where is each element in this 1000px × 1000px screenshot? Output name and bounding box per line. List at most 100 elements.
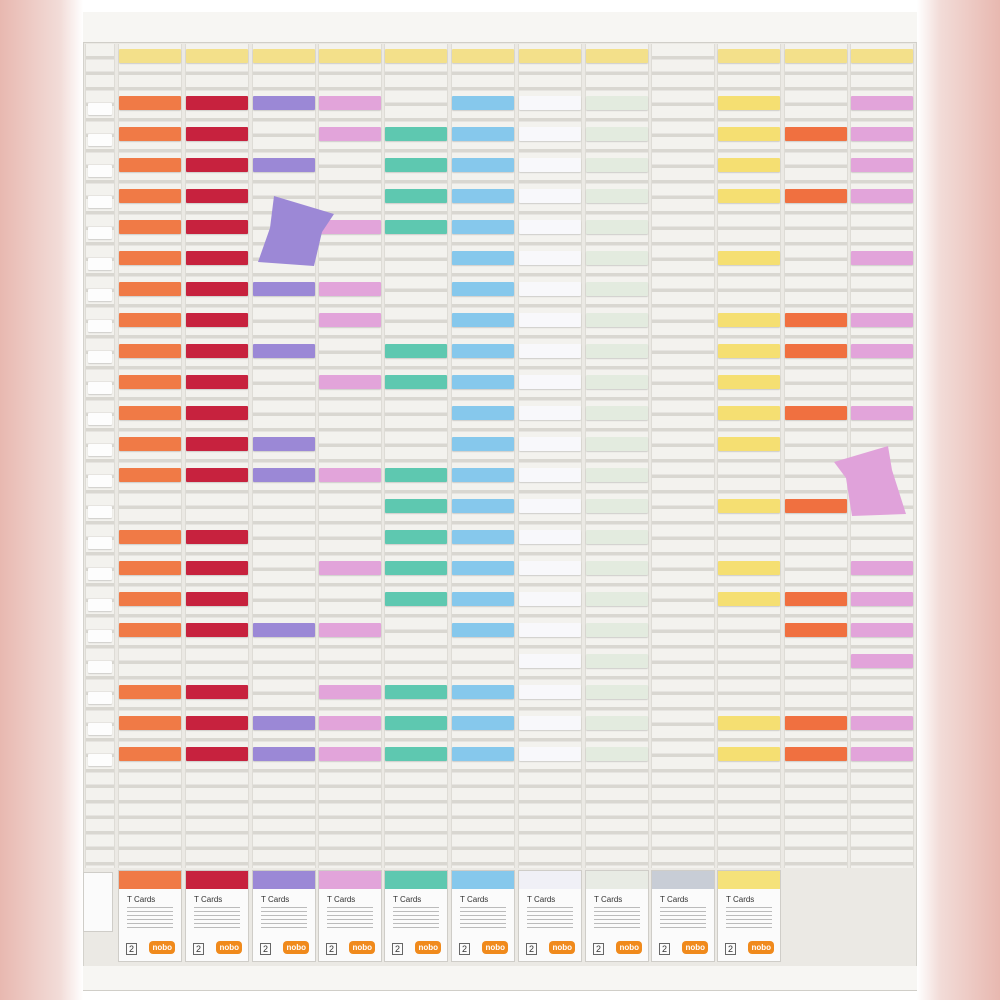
box-title: T Cards — [594, 895, 623, 904]
header-card — [119, 49, 181, 63]
box-text-lines — [393, 907, 439, 929]
t-card — [452, 747, 514, 761]
t-card — [718, 189, 780, 203]
t-card — [385, 499, 447, 513]
t-card — [319, 375, 381, 389]
box-title: T Cards — [261, 895, 290, 904]
t-card — [718, 251, 780, 265]
t-card — [519, 251, 581, 265]
index-tab — [88, 165, 112, 177]
slot-column — [252, 44, 316, 868]
t-card — [519, 468, 581, 482]
t-card — [119, 468, 181, 482]
t-card — [119, 406, 181, 420]
t-card — [186, 220, 248, 234]
box-text-lines — [194, 907, 240, 929]
t-card — [586, 282, 648, 296]
t-card — [119, 437, 181, 451]
t-card — [119, 623, 181, 637]
t-card — [519, 561, 581, 575]
slot-column — [784, 44, 848, 868]
box-brand: nobo — [149, 941, 175, 954]
t-card — [519, 499, 581, 513]
t-card — [186, 96, 248, 110]
header-card — [452, 49, 514, 63]
t-card — [186, 313, 248, 327]
t-card — [519, 685, 581, 699]
t-card — [119, 685, 181, 699]
index-tab — [88, 475, 112, 487]
t-card — [186, 158, 248, 172]
index-tab — [88, 351, 112, 363]
t-card — [452, 375, 514, 389]
t-card — [586, 654, 648, 668]
t-card — [186, 189, 248, 203]
box-text-lines — [594, 907, 640, 929]
t-card — [586, 189, 648, 203]
t-card — [253, 468, 315, 482]
header-card — [186, 49, 248, 63]
t-card — [851, 406, 913, 420]
card-box: T Cards 2 nobo — [651, 870, 715, 962]
card-box: T Cards 2 nobo — [451, 870, 515, 962]
t-card — [519, 344, 581, 358]
t-card — [586, 468, 648, 482]
t-card — [586, 251, 648, 265]
index-tab — [88, 444, 112, 456]
t-card — [851, 189, 913, 203]
small-card-box — [83, 872, 113, 932]
t-card — [519, 282, 581, 296]
box-title: T Cards — [726, 895, 755, 904]
box-text-lines — [327, 907, 373, 929]
t-card — [785, 716, 847, 730]
t-card — [186, 623, 248, 637]
t-card — [586, 96, 648, 110]
t-card — [851, 96, 913, 110]
t-card — [452, 716, 514, 730]
t-card — [785, 623, 847, 637]
t-card — [586, 592, 648, 606]
t-card — [385, 530, 447, 544]
t-card — [519, 96, 581, 110]
box-brand: nobo — [616, 941, 642, 954]
t-card — [186, 375, 248, 389]
t-card — [586, 313, 648, 327]
box-lid — [319, 871, 381, 889]
t-card — [586, 220, 648, 234]
t-card — [319, 220, 381, 234]
t-card — [119, 220, 181, 234]
slot-column — [651, 44, 715, 868]
t-card — [452, 282, 514, 296]
box-number: 2 — [193, 943, 205, 955]
card-box: T Cards 2 nobo — [384, 870, 448, 962]
t-card — [452, 406, 514, 420]
card-box: T Cards 2 nobo — [717, 870, 781, 962]
t-card — [452, 96, 514, 110]
box-lid — [586, 871, 648, 889]
t-card — [519, 747, 581, 761]
t-card — [785, 747, 847, 761]
index-tab — [88, 103, 112, 115]
card-box: T Cards 2 nobo — [518, 870, 582, 962]
t-card — [186, 530, 248, 544]
t-card — [519, 716, 581, 730]
t-card — [519, 189, 581, 203]
t-card — [186, 127, 248, 141]
t-card — [253, 96, 315, 110]
box-text-lines — [660, 907, 706, 929]
t-card — [519, 158, 581, 172]
t-card — [519, 406, 581, 420]
t-card — [119, 251, 181, 265]
t-card — [186, 437, 248, 451]
t-card — [718, 437, 780, 451]
box-title: T Cards — [127, 895, 156, 904]
t-card — [586, 530, 648, 544]
t-card — [119, 158, 181, 172]
t-card — [851, 561, 913, 575]
index-tab — [88, 196, 112, 208]
t-card — [586, 375, 648, 389]
t-card — [186, 716, 248, 730]
t-card — [718, 499, 780, 513]
t-card — [186, 251, 248, 265]
